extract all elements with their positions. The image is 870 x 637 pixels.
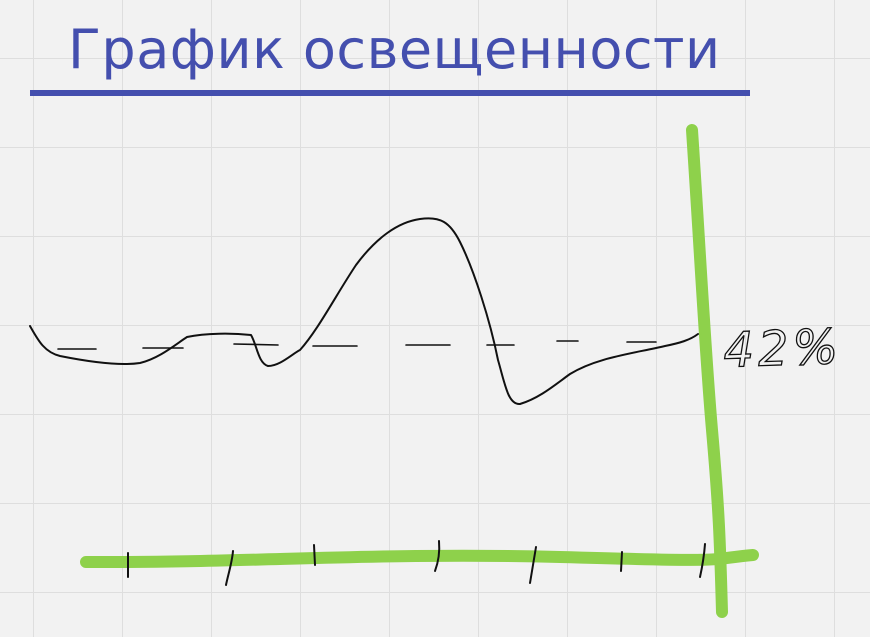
axis-ticks [127,540,706,586]
illumination-curve [29,217,699,405]
horizontal-axis [80,549,759,569]
axis-tick [699,543,706,578]
page-title: График освещенности [68,18,721,81]
axis-tick [313,544,316,566]
percent-label: 42% [722,319,843,379]
axis-tick [225,550,234,586]
axis-tick [434,540,441,572]
axis-tick [529,546,537,584]
axis-tick [620,551,623,572]
reference-line-42-percent [57,340,657,350]
vertical-axis [686,124,728,618]
